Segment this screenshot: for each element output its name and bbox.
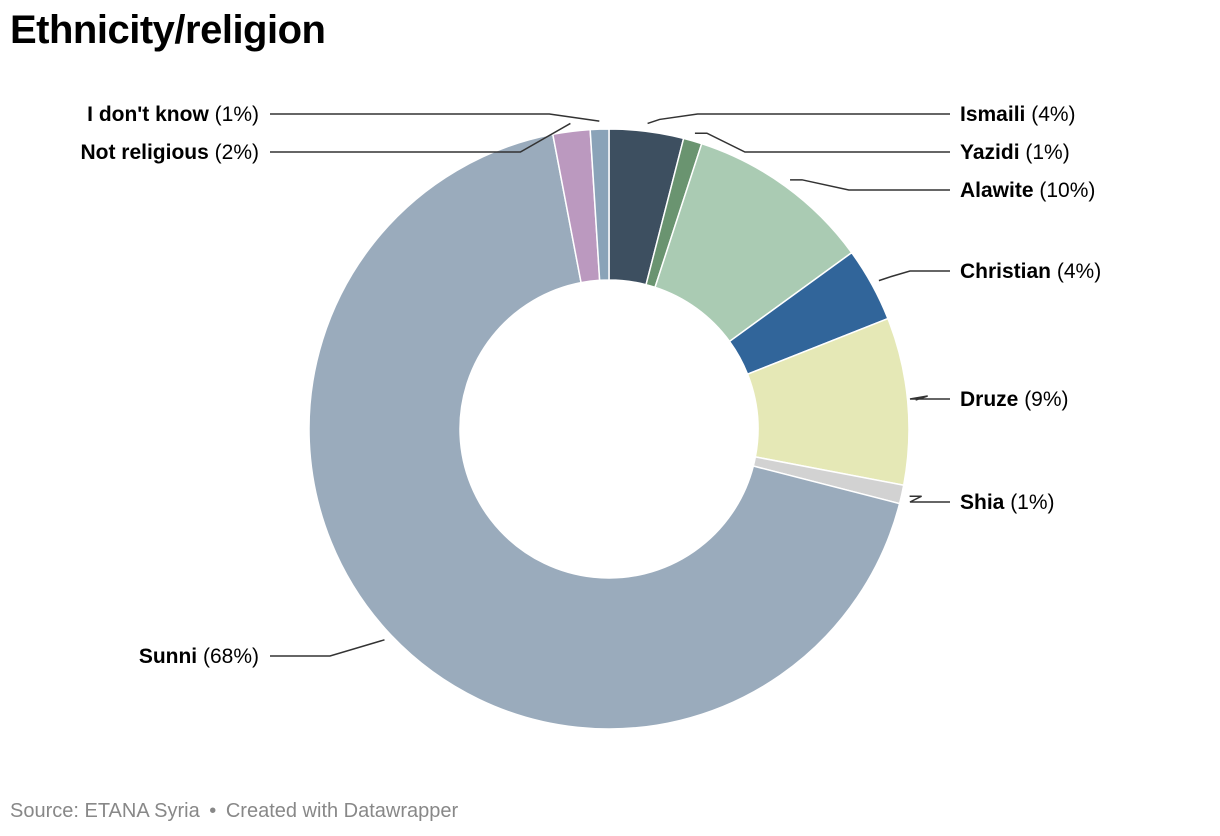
leader-line-sunni xyxy=(270,639,385,657)
slice-label-i-don-t-know: I don't know (1%) xyxy=(87,103,259,126)
slice-sunni xyxy=(308,133,901,730)
slice-labels: Ismaili (4%)Yazidi (1%)Alawite (10%)Chri… xyxy=(80,103,1101,668)
source-note: Source: ETANA Syria xyxy=(10,800,200,822)
slice-label-ismaili: Ismaili (4%) xyxy=(960,103,1076,126)
slice-label-christian: Christian (4%) xyxy=(960,260,1101,283)
slice-label-value: (4%) xyxy=(1025,103,1075,126)
footer: Source: ETANA Syria • Created with Dataw… xyxy=(10,800,458,823)
slice-i-don-t-know xyxy=(589,128,610,282)
leader-lines xyxy=(270,113,950,657)
slice-label-name: I don't know xyxy=(87,103,209,126)
slice-label-value: (1%) xyxy=(209,103,259,126)
slice-label-value: (2%) xyxy=(209,141,259,164)
slice-label-shia: Shia (1%) xyxy=(960,491,1055,514)
slice-label-name: Shia xyxy=(960,491,1005,514)
slice-label-name: Ismaili xyxy=(960,103,1025,126)
leader-line-christian xyxy=(878,270,950,282)
slice-label-name: Yazidi xyxy=(960,141,1020,164)
slice-label-value: (1%) xyxy=(1020,141,1070,164)
credit-note: Created with Datawrapper xyxy=(225,800,459,822)
slice-label-value: (9%) xyxy=(1018,388,1068,411)
leader-line-not-religious xyxy=(270,122,571,153)
slice-label-name: Druze xyxy=(960,388,1018,411)
leader-line-ismaili xyxy=(647,113,950,125)
donut-slices xyxy=(308,128,910,730)
leader-line-alawite xyxy=(790,179,950,191)
leader-line-druze xyxy=(909,395,950,401)
slice-label-name: Not religious xyxy=(80,141,208,164)
leader-line-yazidi xyxy=(694,132,950,153)
footer-separator: • xyxy=(209,800,217,822)
slice-label-druze: Druze (9%) xyxy=(960,388,1069,411)
slice-label-sunni: Sunni (68%) xyxy=(139,645,259,668)
slice-label-value: (4%) xyxy=(1051,260,1101,283)
slice-label-not-religious: Not religious (2%) xyxy=(80,141,259,164)
leader-line-shia xyxy=(909,495,950,503)
slice-label-yazidi: Yazidi (1%) xyxy=(960,141,1070,164)
slice-label-name: Sunni xyxy=(139,645,197,668)
chart-title: Ethnicity/religion xyxy=(10,8,326,52)
slice-label-value: (10%) xyxy=(1034,179,1096,202)
slice-label-name: Alawite xyxy=(960,179,1034,202)
slice-label-value: (68%) xyxy=(197,645,259,668)
leader-line-i-don-t-know xyxy=(270,113,600,122)
slice-label-name: Christian xyxy=(960,260,1051,283)
slice-label-value: (1%) xyxy=(1004,491,1054,514)
slice-label-alawite: Alawite (10%) xyxy=(960,179,1095,202)
